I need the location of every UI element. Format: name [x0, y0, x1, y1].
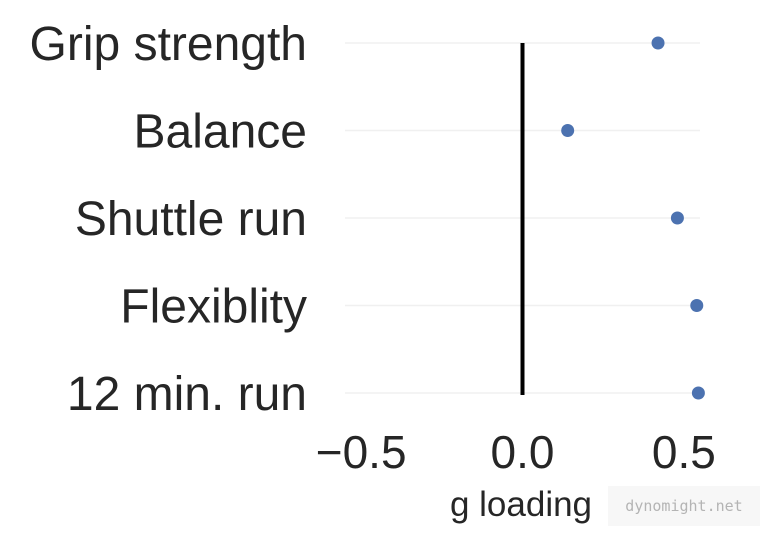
category-label: Grip strength	[30, 18, 307, 71]
x-tick-label: −0.5	[316, 426, 407, 478]
x-tick-label: 0.0	[491, 426, 555, 478]
category-label: 12 min. run	[67, 368, 307, 421]
x-axis-title: g loading	[450, 485, 592, 524]
data-point	[690, 299, 704, 312]
data-point	[651, 36, 665, 50]
data-point	[561, 124, 575, 137]
category-label: Balance	[134, 106, 307, 159]
x-tick-labels: −0.5 0.0 0.5	[316, 426, 716, 478]
x-tick-label: 0.5	[652, 426, 716, 478]
category-label: Flexiblity	[120, 281, 307, 334]
category-label: Shuttle run	[75, 193, 307, 246]
data-points	[561, 36, 705, 400]
data-point	[691, 386, 705, 400]
category-labels: Grip strength Balance Shuttle run Flexiblit…	[30, 18, 307, 421]
data-point	[670, 211, 684, 225]
watermark: dynomight.net	[608, 486, 760, 526]
